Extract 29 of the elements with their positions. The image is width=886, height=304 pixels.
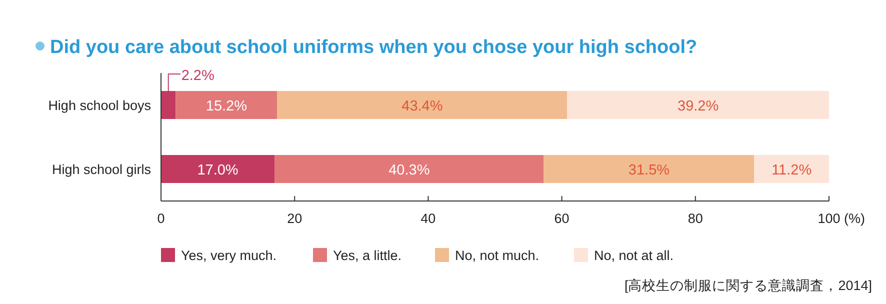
x-tick-label: 0 — [157, 211, 165, 226]
legend-label: No, not much. — [455, 248, 540, 263]
bar — [544, 155, 754, 183]
x-tick-label: 40 — [420, 211, 436, 226]
x-tick-label: 20 — [287, 211, 302, 226]
bar — [754, 155, 829, 183]
bar — [274, 155, 544, 183]
legend-label: Yes, very much. — [181, 248, 277, 263]
bar — [176, 91, 278, 119]
bar — [567, 91, 829, 119]
x-tick-label: 60 — [554, 211, 570, 226]
data-label: 43.4% — [402, 98, 443, 114]
data-label: 39.2% — [678, 98, 719, 114]
x-tick-label: 100 (%) — [818, 211, 866, 226]
chart-title: Did you care about school uniforms when you chose your high school? — [50, 37, 698, 58]
legend-label: Yes, a little. — [333, 248, 402, 263]
x-tick-label: 80 — [688, 211, 703, 226]
bar — [161, 155, 275, 183]
data-label: 11.2% — [772, 162, 812, 178]
bar — [277, 91, 568, 119]
text: [高校生の制服に関する意識調査，2014] — [624, 278, 872, 293]
data-label: 2.2% — [181, 68, 215, 84]
legend-label: No, not at all. — [594, 248, 674, 263]
y-tick-label: High school girls — [52, 162, 152, 177]
data-label: 40.3% — [388, 162, 430, 178]
data-label: 15.2% — [206, 98, 248, 114]
y-tick-label: High school boys — [48, 98, 152, 113]
data-label: 31.5% — [628, 162, 670, 178]
data-label: 17.0% — [197, 162, 238, 178]
